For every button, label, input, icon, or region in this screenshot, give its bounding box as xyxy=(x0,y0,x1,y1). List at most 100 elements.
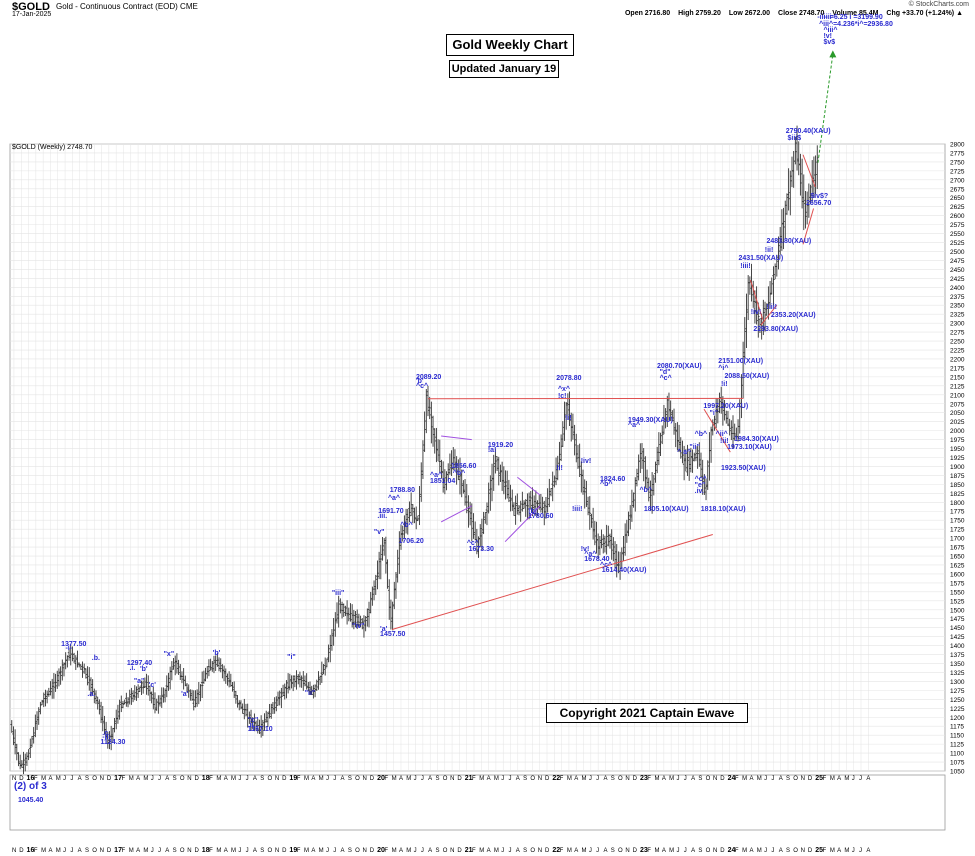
ohlc-bar xyxy=(35,711,39,731)
ohlc-bar xyxy=(126,697,130,708)
ohlc-bar xyxy=(266,711,270,727)
ohlc-bar xyxy=(531,487,534,517)
chart-title: Gold Weekly Chart xyxy=(446,34,574,56)
ohlc-bar xyxy=(748,276,752,295)
x-tick-label: J xyxy=(333,776,336,782)
x-tick-label: M xyxy=(392,776,397,782)
y-tick-label: 1075 xyxy=(950,760,965,767)
ohlc-bar xyxy=(728,418,731,436)
ohlc-bar xyxy=(632,492,635,508)
x-tick-label-bottom: N xyxy=(362,848,366,854)
x-tick-label-bottom: M xyxy=(494,848,499,854)
ohlc-bar xyxy=(305,673,308,690)
x-tick-label: M xyxy=(129,776,134,782)
wave-annotation: !i! xyxy=(564,414,572,422)
ohlc-bar xyxy=(485,502,489,526)
y-tick-label: 1425 xyxy=(950,634,965,641)
ohlc-bar xyxy=(30,735,34,748)
ohlc-bar xyxy=(730,420,733,441)
ohlc-bar xyxy=(502,466,506,495)
y-tick-label: 2775 xyxy=(950,150,965,157)
ohlc-bar xyxy=(706,460,710,490)
x-tick-label-bottom: A xyxy=(428,848,432,854)
ohlc-bar xyxy=(116,704,120,724)
wave-annotation: ^ a^ xyxy=(677,448,692,456)
ohlc-bar xyxy=(269,703,273,719)
ohlc-bar xyxy=(145,673,148,695)
wave-annotation: 'b' xyxy=(415,378,424,386)
x-tick-label-bottom: 25 xyxy=(815,847,823,854)
x-tick-label: J xyxy=(764,776,767,782)
wave-annotation: ^a^ xyxy=(584,551,597,559)
x-tick-label-bottom: O xyxy=(180,848,185,854)
x-tick-label: A xyxy=(253,776,257,782)
chart-header: $GOLD Gold - Continuous Contract (EOD) C… xyxy=(0,0,975,20)
wave-annotation: !iii! xyxy=(740,262,751,270)
wave-annotation: 2431.50(XAU) xyxy=(738,255,784,263)
ohlc-bar xyxy=(357,613,361,627)
y-tick-label: 1300 xyxy=(950,679,965,686)
ohlc-bar xyxy=(460,469,463,498)
x-tick-label-bottom: N xyxy=(713,848,717,854)
ohlc-bar xyxy=(403,515,406,539)
ohlc-bar xyxy=(433,428,437,454)
ohlc-bar xyxy=(539,494,543,513)
x-tick-label-bottom: D xyxy=(370,848,375,854)
x-tick-label: D xyxy=(19,776,24,782)
ohlc-bar xyxy=(548,478,551,508)
ohlc-bar xyxy=(623,523,627,556)
ohlc-bar xyxy=(603,535,607,553)
ohlc-bar xyxy=(581,469,585,495)
wave-annotation: 1673.30 xyxy=(468,545,494,553)
ohlc-bar xyxy=(222,665,226,682)
ohlc-bar xyxy=(554,457,558,486)
ohlc-bar xyxy=(323,657,327,676)
ohlc-bar xyxy=(524,499,528,517)
ohlc-bar xyxy=(167,672,170,691)
ohlc-bar xyxy=(768,281,772,309)
ohlc-bar xyxy=(15,743,19,761)
y-tick-label: 1400 xyxy=(950,643,965,650)
ohlc-bar xyxy=(157,695,160,714)
ohlc-bar xyxy=(261,719,265,737)
x-tick-label: J xyxy=(238,776,241,782)
x-tick-label-bottom: J xyxy=(764,848,767,854)
x-tick-label-bottom: A xyxy=(866,848,870,854)
ohlc-bar xyxy=(414,506,418,530)
x-tick-label-bottom: N xyxy=(12,848,16,854)
x-tick-label-bottom: F xyxy=(472,848,476,854)
ohlc-bar xyxy=(709,426,713,463)
wave-annotation: 1167.10 xyxy=(247,726,273,734)
x-tick-label-bottom: O xyxy=(530,848,535,854)
ohlc-bar xyxy=(580,461,583,493)
ohlc-bar xyxy=(350,604,354,628)
ohlc-bar xyxy=(335,602,339,624)
ohlc-bar xyxy=(507,479,511,502)
ohlc-bar xyxy=(113,717,116,733)
ohlc-bar xyxy=(605,524,608,555)
y-tick-label: 2475 xyxy=(950,258,965,265)
wave-annotation: !a! xyxy=(487,447,497,455)
x-tick-label-bottom: S xyxy=(786,848,790,854)
ohlc-bar xyxy=(150,691,153,704)
ohlc-bar xyxy=(57,668,61,687)
wave-annotation: ^i^ xyxy=(718,364,729,372)
x-tick-label: D xyxy=(282,776,287,782)
y-tick-label: 1275 xyxy=(950,688,965,695)
x-tick-label: A xyxy=(779,776,783,782)
x-tick-label: M xyxy=(757,776,762,782)
wave-annotation: 2483.80(XAU) xyxy=(766,237,812,245)
x-tick-label: S xyxy=(260,776,264,782)
ohlc-bar xyxy=(596,533,600,559)
y-tick-label: 1850 xyxy=(950,482,965,489)
x-tick-label: O xyxy=(180,776,185,782)
wave-annotation: 1949.30(XAU) xyxy=(628,416,673,424)
x-tick-label: M xyxy=(143,776,148,782)
wave-annotation: 1919.20 xyxy=(487,441,514,449)
ohlc-bar xyxy=(185,683,189,693)
wave-annotation: ^b^ xyxy=(639,486,652,494)
x-tick-label-bottom: S xyxy=(523,848,527,854)
trendline-red xyxy=(802,154,816,188)
y-tick-label: 2375 xyxy=(950,294,965,301)
wave-annotation: .b. xyxy=(91,654,100,662)
